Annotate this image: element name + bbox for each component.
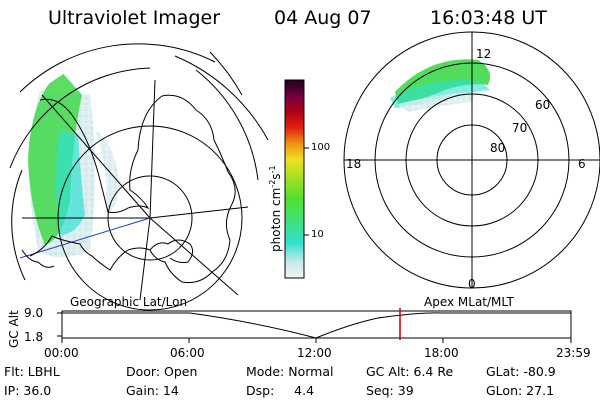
date-label: 04 Aug 07 xyxy=(274,7,372,29)
info-gc-alt: GC Alt: 6.4 Re xyxy=(366,364,454,379)
x-tick-0600: 06:00 xyxy=(170,346,205,360)
y-tick-top: 9.0 xyxy=(24,306,44,320)
info-dsp: Dsp: 4.4 xyxy=(246,383,315,398)
info-seq: Seq: 39 xyxy=(366,383,414,398)
mlat-label-80: 80 xyxy=(490,141,506,155)
time-label: 16:03:48 UT xyxy=(430,7,547,29)
x-tick-0000: 00:00 xyxy=(44,346,79,360)
info-flt: Flt: LBHL xyxy=(4,364,60,379)
geographic-projection-plot xyxy=(9,43,269,311)
y-tick-bottom: 1.8 xyxy=(24,330,44,344)
info-ip: IP: 36.0 xyxy=(4,383,52,398)
colorbar-tick-100: 100 xyxy=(311,142,331,153)
mlt-label-6: 6 xyxy=(578,157,586,171)
info-gain: Gain: 14 xyxy=(126,383,179,398)
mlt-label-0: 0 xyxy=(468,277,476,291)
info-glat: GLat: -80.9 xyxy=(486,364,556,379)
colorbar-tick-10: 10 xyxy=(311,229,324,240)
polar-mlt-plot xyxy=(343,31,600,289)
geographic-latlon-title: Geographic Lat/Lon xyxy=(70,295,188,309)
x-tick-2359: 23:59 xyxy=(556,346,591,360)
altitude-timeline xyxy=(57,308,572,343)
x-tick-1800: 18:00 xyxy=(424,346,459,360)
mlt-label-12: 12 xyxy=(476,47,492,61)
gc-alt-axis-title: GC Alt xyxy=(7,310,21,348)
colorbar xyxy=(284,79,309,279)
info-glon: GLon: 27.1 xyxy=(486,383,555,398)
info-door: Door: Open xyxy=(126,364,198,379)
mlat-label-60: 60 xyxy=(535,98,551,112)
info-mode: Mode: Normal xyxy=(246,364,334,379)
x-tick-1200: 12:00 xyxy=(297,346,332,360)
mlt-label-18: 18 xyxy=(346,157,362,171)
mlat-label-70: 70 xyxy=(512,121,528,135)
instrument-title: Ultraviolet Imager xyxy=(48,7,221,29)
apex-mlat-mlt-title: Apex MLat/MLT xyxy=(424,295,514,309)
colorbar-unit-label: photon cm-2s-1 xyxy=(268,165,283,252)
